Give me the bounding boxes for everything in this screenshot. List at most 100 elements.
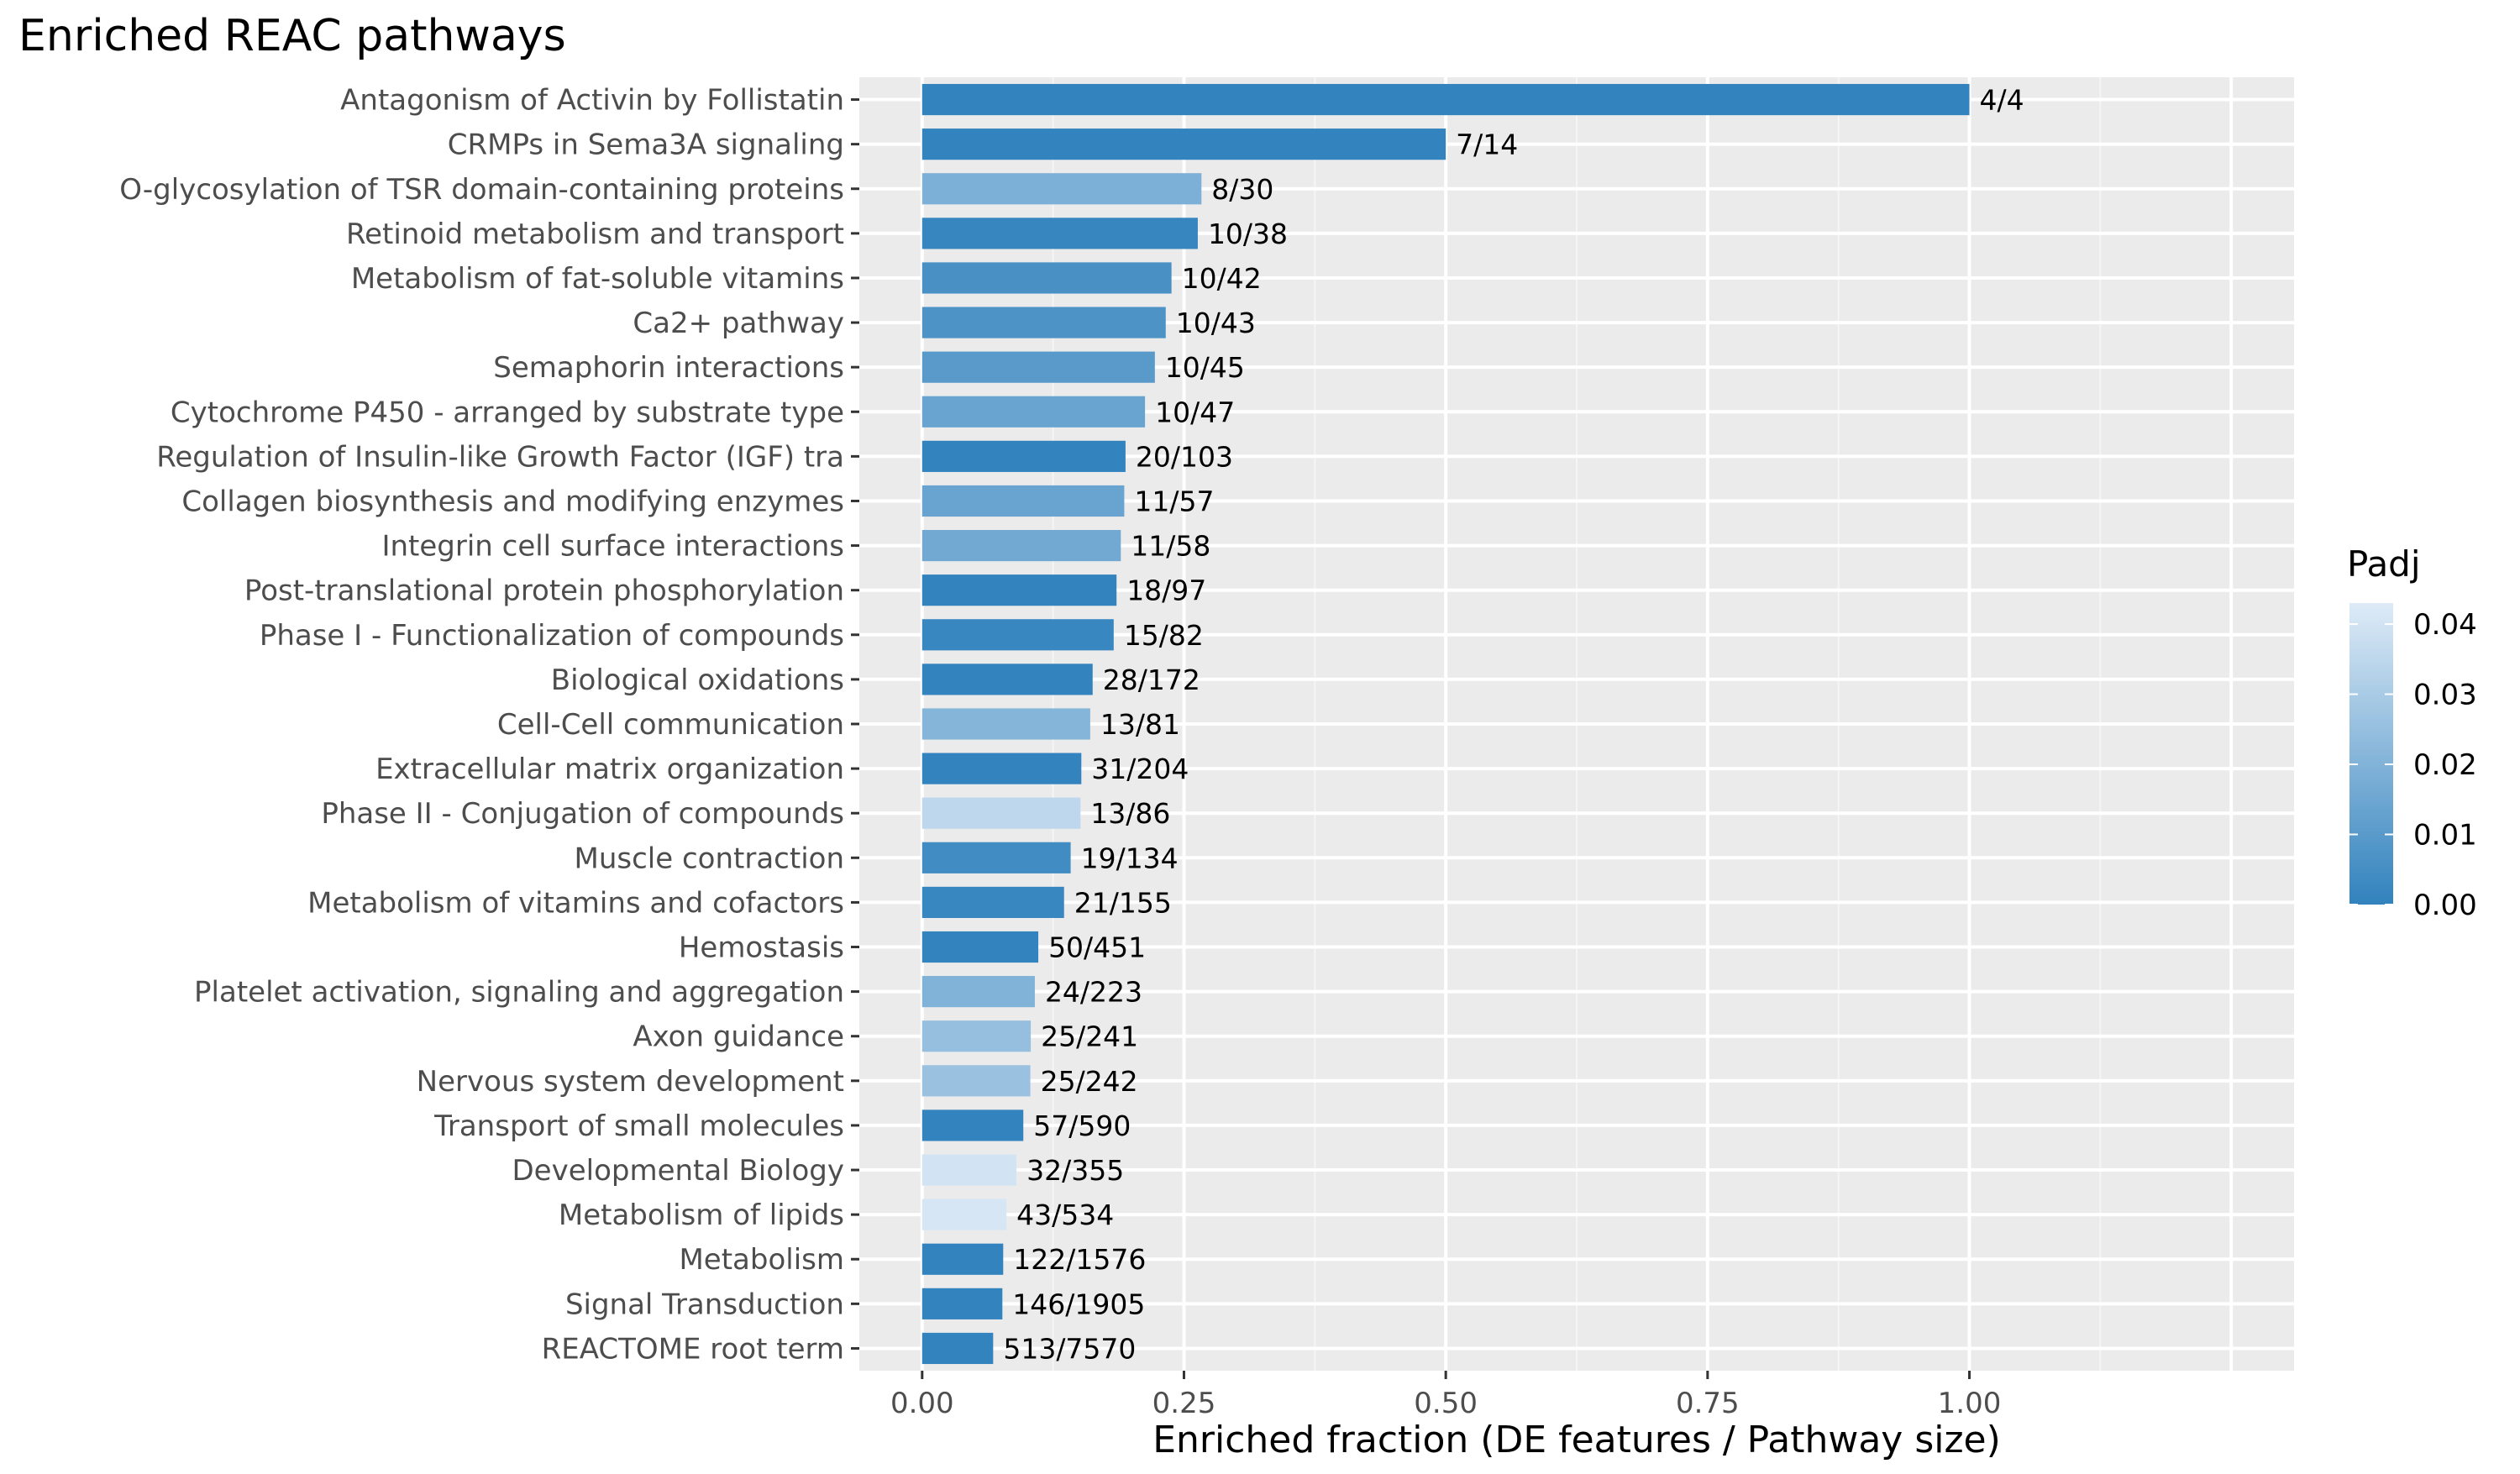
bar <box>921 396 1146 428</box>
legend-tick-label: 0.02 <box>2413 748 2477 782</box>
x-tick-label: 1.00 <box>1938 1387 2002 1420</box>
y-tick-label: Cell-Cell communication <box>497 708 844 742</box>
bar <box>921 797 1081 829</box>
y-tick-label: Nervous system development <box>417 1065 844 1099</box>
bar <box>921 218 1198 249</box>
bar-value-label: 20/103 <box>1136 440 1233 473</box>
y-tick-label: Post-translational protein phosphorylati… <box>244 574 844 608</box>
y-axis: Antagonism of Activin by Follistatin CRMP… <box>119 84 859 1366</box>
bar <box>921 1154 1017 1186</box>
y-tick-label: Axon guidance <box>633 1020 844 1054</box>
x-tick-label: 0.50 <box>1414 1387 1478 1420</box>
bar-value-label: 8/30 <box>1211 173 1273 206</box>
bar <box>921 664 1093 695</box>
bar <box>921 1332 994 1365</box>
bar <box>921 1109 1024 1141</box>
bar-value-label: 15/82 <box>1124 619 1204 652</box>
bar <box>921 129 1446 160</box>
bar <box>921 351 1155 383</box>
y-tick-label: Metabolism <box>679 1243 844 1277</box>
y-tick-label: Metabolism of vitamins and cofactors <box>307 886 844 920</box>
bar-value-label: 21/155 <box>1074 886 1172 919</box>
y-tick-label: Semaphorin interactions <box>493 351 844 385</box>
bar-value-label: 57/590 <box>1033 1109 1131 1142</box>
bar-value-label: 25/241 <box>1041 1020 1138 1053</box>
y-tick-label: Regulation of Insulin-like Growth Factor… <box>156 440 844 474</box>
bar-value-label: 146/1905 <box>1012 1288 1145 1320</box>
bar <box>921 842 1071 873</box>
y-tick-label: Metabolism of lipids <box>559 1199 844 1232</box>
legend-colorbar <box>2349 603 2393 905</box>
bar <box>921 619 1114 651</box>
bar <box>921 574 1117 606</box>
bar <box>921 83 1970 116</box>
bar-value-label: 10/38 <box>1208 218 1288 250</box>
bar-value-label: 18/97 <box>1126 574 1206 607</box>
y-tick-label: REACTOME root term <box>542 1332 844 1366</box>
bar <box>921 307 1166 338</box>
bar <box>921 931 1039 963</box>
bar-value-label: 31/204 <box>1091 753 1189 785</box>
bar-value-label: 25/242 <box>1041 1065 1138 1098</box>
bar <box>921 262 1172 294</box>
bar-value-label: 10/42 <box>1182 262 1262 295</box>
y-tick-label: Transport of small molecules <box>433 1109 844 1143</box>
bar-value-label: 43/534 <box>1016 1199 1114 1231</box>
legend: Padj 0.00 0.01 0.02 0.03 0.04 <box>2347 543 2477 922</box>
bar-value-label: 24/223 <box>1045 976 1142 1009</box>
y-tick-label: Hemostasis <box>679 931 844 965</box>
x-tick-label: 0.25 <box>1152 1387 1216 1420</box>
bar <box>921 1243 1004 1275</box>
y-tick-label: Signal Transduction <box>565 1288 844 1321</box>
bar-value-label: 19/134 <box>1081 842 1179 874</box>
bar-value-label: 13/81 <box>1100 708 1180 741</box>
bar-value-label: 7/14 <box>1456 129 1518 161</box>
bar-value-label: 10/47 <box>1155 396 1235 428</box>
bar <box>921 753 1082 784</box>
y-tick-label: Phase I - Functionalization of compounds <box>260 619 844 653</box>
legend-title: Padj <box>2347 543 2421 585</box>
y-tick-label: Biological oxidations <box>551 664 844 697</box>
bar-value-label: 11/57 <box>1134 485 1214 517</box>
bar-value-label: 13/86 <box>1090 797 1170 830</box>
legend-tick-label: 0.03 <box>2413 679 2477 712</box>
bar <box>921 1065 1031 1097</box>
legend-tick-label: 0.04 <box>2413 608 2477 642</box>
bar-value-label: 4/4 <box>1980 84 2024 117</box>
y-tick-label: Retinoid metabolism and transport <box>346 218 844 251</box>
bar <box>921 886 1064 918</box>
bar-value-label: 32/355 <box>1026 1154 1124 1187</box>
x-axis-title: Enriched fraction (DE features / Pathway… <box>1152 1419 2001 1461</box>
y-tick-label: Platelet activation, signaling and aggre… <box>194 976 844 1010</box>
y-tick-label: Phase II - Conjugation of compounds <box>321 797 844 831</box>
bar-value-labels: 4/4 7/14 8/30 10/38 10/42 10/43 10/45 10/47 20/1… <box>1003 84 2024 1366</box>
bar <box>921 173 1202 205</box>
bar <box>921 1020 1032 1052</box>
y-tick-label: Antagonism of Activin by Follistatin <box>340 84 844 118</box>
y-tick-label: Collagen biosynthesis and modifying enzy… <box>181 485 844 518</box>
bar <box>921 976 1035 1008</box>
bars <box>921 83 1970 1365</box>
legend-tick-label: 0.01 <box>2413 819 2477 852</box>
y-tick-label: Metabolism of fat-soluble vitamins <box>351 262 844 296</box>
bar-value-label: 50/451 <box>1048 931 1146 964</box>
x-tick-label: 0.00 <box>890 1387 954 1420</box>
y-tick-label: Developmental Biology <box>512 1154 845 1188</box>
y-tick-label: Integrin cell surface interactions <box>381 530 844 564</box>
bar-value-label: 10/45 <box>1165 351 1245 384</box>
y-tick-label: O-glycosylation of TSR domain-containing… <box>119 173 844 207</box>
legend-ticks: 0.00 0.01 0.02 0.03 0.04 <box>2349 608 2477 922</box>
y-tick-label: Cytochrome P450 - arranged by substrate … <box>171 396 844 429</box>
bar <box>921 485 1125 517</box>
bar-value-label: 513/7570 <box>1003 1332 1136 1365</box>
bar-value-label: 11/58 <box>1131 530 1210 563</box>
chart-title: Enriched REAC pathways <box>18 11 566 61</box>
bar <box>921 530 1121 562</box>
bar <box>921 440 1126 472</box>
x-axis: 0.00 0.25 0.50 0.75 1.00 <box>890 1371 2001 1420</box>
bar-value-label: 10/43 <box>1176 307 1256 339</box>
x-tick-label: 0.75 <box>1676 1387 1740 1420</box>
bar <box>921 1288 1003 1319</box>
bar <box>921 708 1090 740</box>
y-tick-label: Extracellular matrix organization <box>375 753 844 786</box>
